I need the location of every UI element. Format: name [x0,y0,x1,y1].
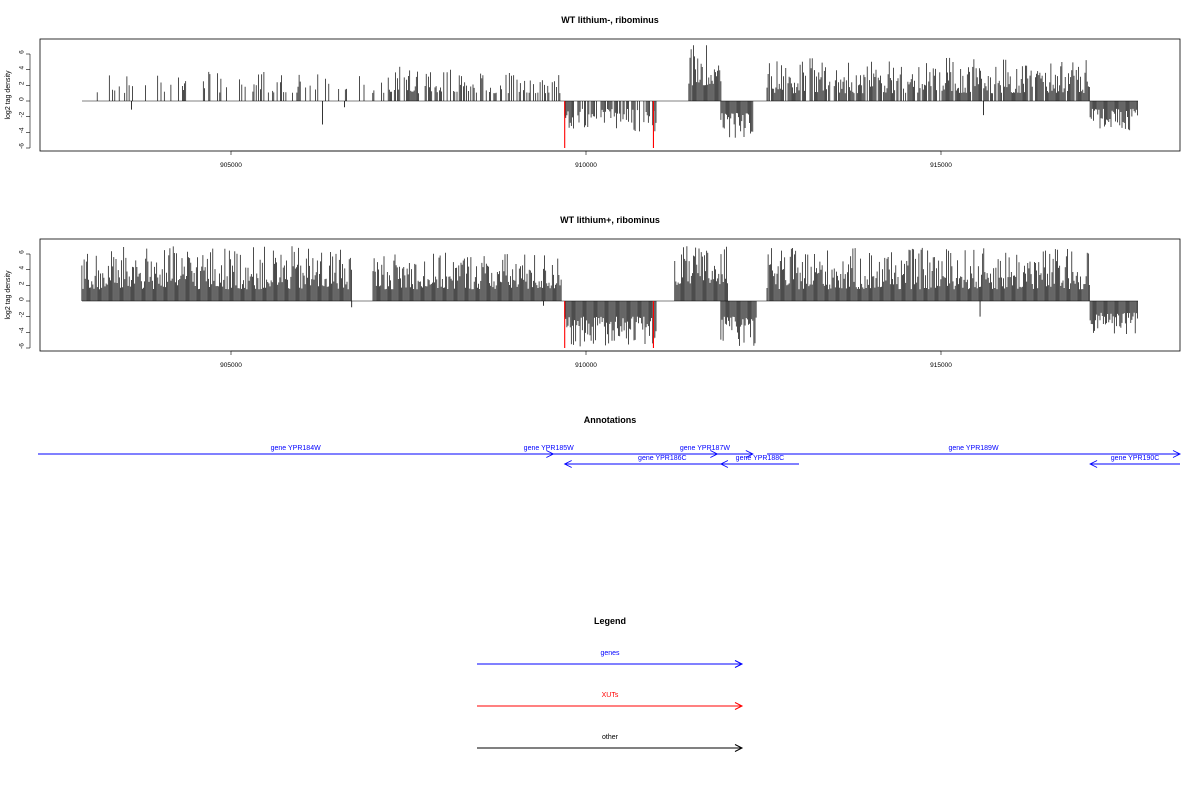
y-tick-label: -4 [19,127,26,133]
annotations-track: Annotations gene YPR184W gene YPR185Wgene… [38,415,1182,468]
panel1-title: WT lithium-, ribominus [561,15,659,25]
y-tick-label: 2 [19,281,26,285]
panel-lithium-minus: WT lithium-, ribominus log2 tag density … [5,15,1181,169]
legend-item: XUTs [477,692,744,710]
arrow-head-icon [734,660,744,668]
arrow-head-icon [745,450,754,458]
annotations-title: Annotations [584,415,637,425]
legend: Legend genes XUTs other [477,616,744,752]
gene-label: gene YPR186C [638,455,687,462]
panel-lithium-plus: WT lithium+, ribominus log2 tag density … [5,215,1181,369]
y-tick-label: -6 [19,343,26,349]
legend-items: genes XUTs other [477,650,744,752]
panel1-y-axis: 6 4 2 0 -2 -4 -6 [19,50,31,149]
legend-label: other [602,734,619,741]
panel1-bars [82,45,1138,148]
panel2-title: WT lithium+, ribominus [560,215,660,225]
panel2-ylabel: log2 tag density [5,270,12,320]
gene-label: gene YPR190C [1111,455,1160,462]
gene-label: gene YPR189W [948,445,998,452]
gene-annotation: gene YPR188C [719,455,799,468]
arrow-head-icon [719,460,729,468]
legend-title: Legend [594,616,626,626]
gene-annotation: gene YPR190C [1089,455,1180,468]
panel2-x-axis: 905000 910000 915000 [220,350,952,369]
y-tick-label: 6 [19,250,26,254]
y-tick-label: 2 [19,81,26,85]
y-tick-label: -2 [19,311,26,317]
x-tick-label: 905000 [220,162,242,169]
gene-annotation: gene YPR186C [563,455,760,468]
x-tick-label: 915000 [930,362,952,369]
gene-label: gene YPR187W [680,445,730,452]
y-tick-label: 0 [19,297,26,301]
x-tick-label: 905000 [220,362,242,369]
arrow-head-icon [734,744,744,752]
annotation-genes: gene YPR184W gene YPR185W gene YPR186C gene… [38,445,1182,468]
gene-annotation: gene YPR184W [38,445,555,458]
x-tick-label: 910000 [575,362,597,369]
x-tick-label: 915000 [930,162,952,169]
legend-item: other [477,734,744,752]
legend-label: genes [600,650,620,657]
y-tick-label: 6 [19,50,26,54]
gene-annotation: gene YPR189W [767,445,1182,458]
legend-item: genes [477,650,744,668]
y-tick-label: -4 [19,327,26,333]
panel2-bars [81,246,1138,348]
x-tick-label: 910000 [575,162,597,169]
gene-annotation: gene YPR187W [657,445,754,458]
panel1-x-axis: 905000 910000 915000 [220,150,952,169]
gene-label: gene YPR184W [271,445,321,452]
y-tick-label: -6 [19,143,26,149]
y-tick-label: -2 [19,111,26,117]
arrow-head-icon [563,460,572,468]
arrow-head-icon [1172,450,1182,458]
y-tick-label: 0 [19,97,26,101]
y-tick-label: 4 [19,265,26,269]
arrow-head-icon [1089,460,1098,468]
arrow-head-icon [734,702,744,710]
panel2-y-axis: 6 4 2 0 -2 -4 -6 [19,250,31,349]
legend-label: XUTs [602,692,619,699]
gene-label: gene YPR185W [524,445,574,452]
y-tick-label: 4 [19,65,26,69]
gene-label: gene YPR188C [736,455,785,462]
panel1-ylabel: log2 tag density [5,70,12,120]
